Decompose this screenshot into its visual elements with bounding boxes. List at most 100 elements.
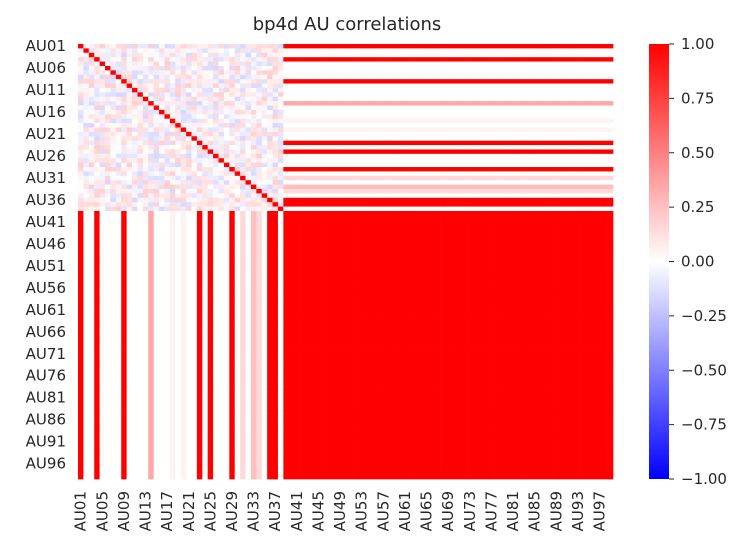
heatmap-cell: [542, 145, 549, 150]
heatmap-cell: [380, 237, 387, 243]
heatmap-cell: [267, 140, 273, 146]
heatmap-cell: [331, 259, 338, 265]
heatmap-cell: [304, 158, 311, 163]
heatmap-cell: [240, 131, 246, 137]
heatmap-cell: [196, 61, 203, 67]
heatmap-cell: [386, 109, 392, 115]
heatmap-cell: [321, 92, 327, 98]
heatmap-cell: [94, 259, 100, 265]
heatmap-cell: [223, 65, 230, 71]
heatmap-cell: [277, 57, 284, 62]
heatmap-cell: [461, 210, 468, 216]
heatmap-cell: [310, 162, 317, 168]
heatmap-cell: [315, 96, 322, 102]
heatmap-cell: [585, 52, 592, 58]
heatmap-cell: [186, 250, 192, 256]
heatmap-cell: [380, 83, 387, 89]
heatmap-cell: [391, 92, 398, 98]
heatmap-cell: [331, 140, 338, 146]
heatmap-cell: [169, 118, 176, 124]
heatmap-cell: [137, 79, 144, 84]
heatmap-cell: [494, 52, 500, 58]
heatmap-cell: [213, 259, 219, 265]
heatmap-cell: [531, 175, 538, 181]
heatmap-cell: [267, 105, 273, 111]
heatmap-cell: [294, 92, 300, 98]
heatmap-cell: [548, 215, 554, 221]
heatmap-cell: [148, 92, 155, 98]
heatmap-cell: [499, 114, 506, 120]
heatmap-cell: [575, 105, 581, 111]
heatmap-cell: [126, 48, 133, 54]
heatmap-cell: [175, 189, 182, 194]
heatmap-cell: [99, 180, 106, 185]
heatmap-cell: [396, 105, 403, 111]
heatmap-cell: [202, 180, 209, 185]
heatmap-cell: [585, 197, 592, 203]
heatmap-cell: [353, 175, 360, 181]
heatmap-cell: [88, 232, 95, 238]
heatmap-cell: [521, 224, 527, 229]
heatmap-cell: [499, 246, 506, 251]
heatmap-cell: [423, 197, 430, 203]
heatmap-cell: [537, 57, 544, 62]
heatmap-cell: [591, 184, 598, 190]
heatmap-cell: [542, 83, 549, 89]
heatmap-cell: [277, 145, 284, 150]
heatmap-cell: [202, 61, 209, 67]
heatmap-cell: [483, 131, 490, 137]
heatmap-cell: [180, 158, 187, 163]
heatmap-cell: [542, 175, 549, 181]
heatmap-cell: [169, 57, 176, 62]
heatmap-cell: [175, 259, 182, 265]
heatmap-cell: [321, 254, 327, 260]
heatmap-cell: [445, 206, 452, 212]
heatmap-cell: [169, 246, 176, 251]
heatmap-cell: [585, 109, 592, 115]
heatmap-cell: [483, 232, 490, 238]
heatmap-cell: [364, 127, 371, 133]
heatmap-cell: [267, 70, 273, 76]
heatmap-cell: [456, 215, 463, 221]
heatmap-cell: [461, 193, 468, 199]
heatmap-cell: [213, 189, 219, 194]
heatmap-cell: [240, 83, 246, 89]
heatmap-cell: [483, 180, 490, 185]
heatmap-cell: [240, 65, 246, 71]
heatmap-cell: [240, 123, 246, 128]
heatmap-cell: [164, 131, 171, 137]
heatmap-cell: [531, 219, 538, 225]
heatmap-cell: [423, 131, 430, 137]
heatmap-cell: [110, 189, 117, 194]
heatmap-cell: [137, 87, 144, 93]
heatmap-cell: [164, 210, 171, 216]
heatmap-cell: [175, 83, 182, 89]
heatmap-cell: [256, 83, 263, 89]
heatmap-cell: [461, 184, 468, 190]
heatmap-cell: [418, 202, 425, 207]
heatmap-cell: [364, 79, 371, 84]
heatmap-cell: [402, 65, 408, 71]
heatmap-cell: [234, 101, 241, 106]
heatmap-cell: [137, 48, 144, 54]
heatmap-cell: [142, 136, 149, 142]
heatmap-cell: [564, 70, 571, 76]
heatmap-cell: [607, 83, 614, 89]
heatmap-cell: [283, 210, 290, 216]
heatmap-cell: [88, 197, 95, 203]
heatmap-cell: [186, 61, 192, 67]
heatmap-cell: [391, 105, 398, 111]
heatmap-cell: [526, 101, 533, 106]
heatmap-cell: [283, 228, 290, 234]
heatmap-cell: [569, 136, 576, 142]
heatmap-cell: [467, 74, 473, 80]
heatmap-cell: [488, 189, 495, 194]
heatmap-cell: [153, 228, 160, 234]
heatmap-cell: [105, 153, 111, 159]
heatmap-cell: [348, 197, 354, 203]
heatmap-cell: [250, 202, 257, 207]
heatmap-cell: [250, 254, 257, 260]
heatmap-cell: [499, 219, 506, 225]
heatmap-cell: [413, 83, 419, 89]
